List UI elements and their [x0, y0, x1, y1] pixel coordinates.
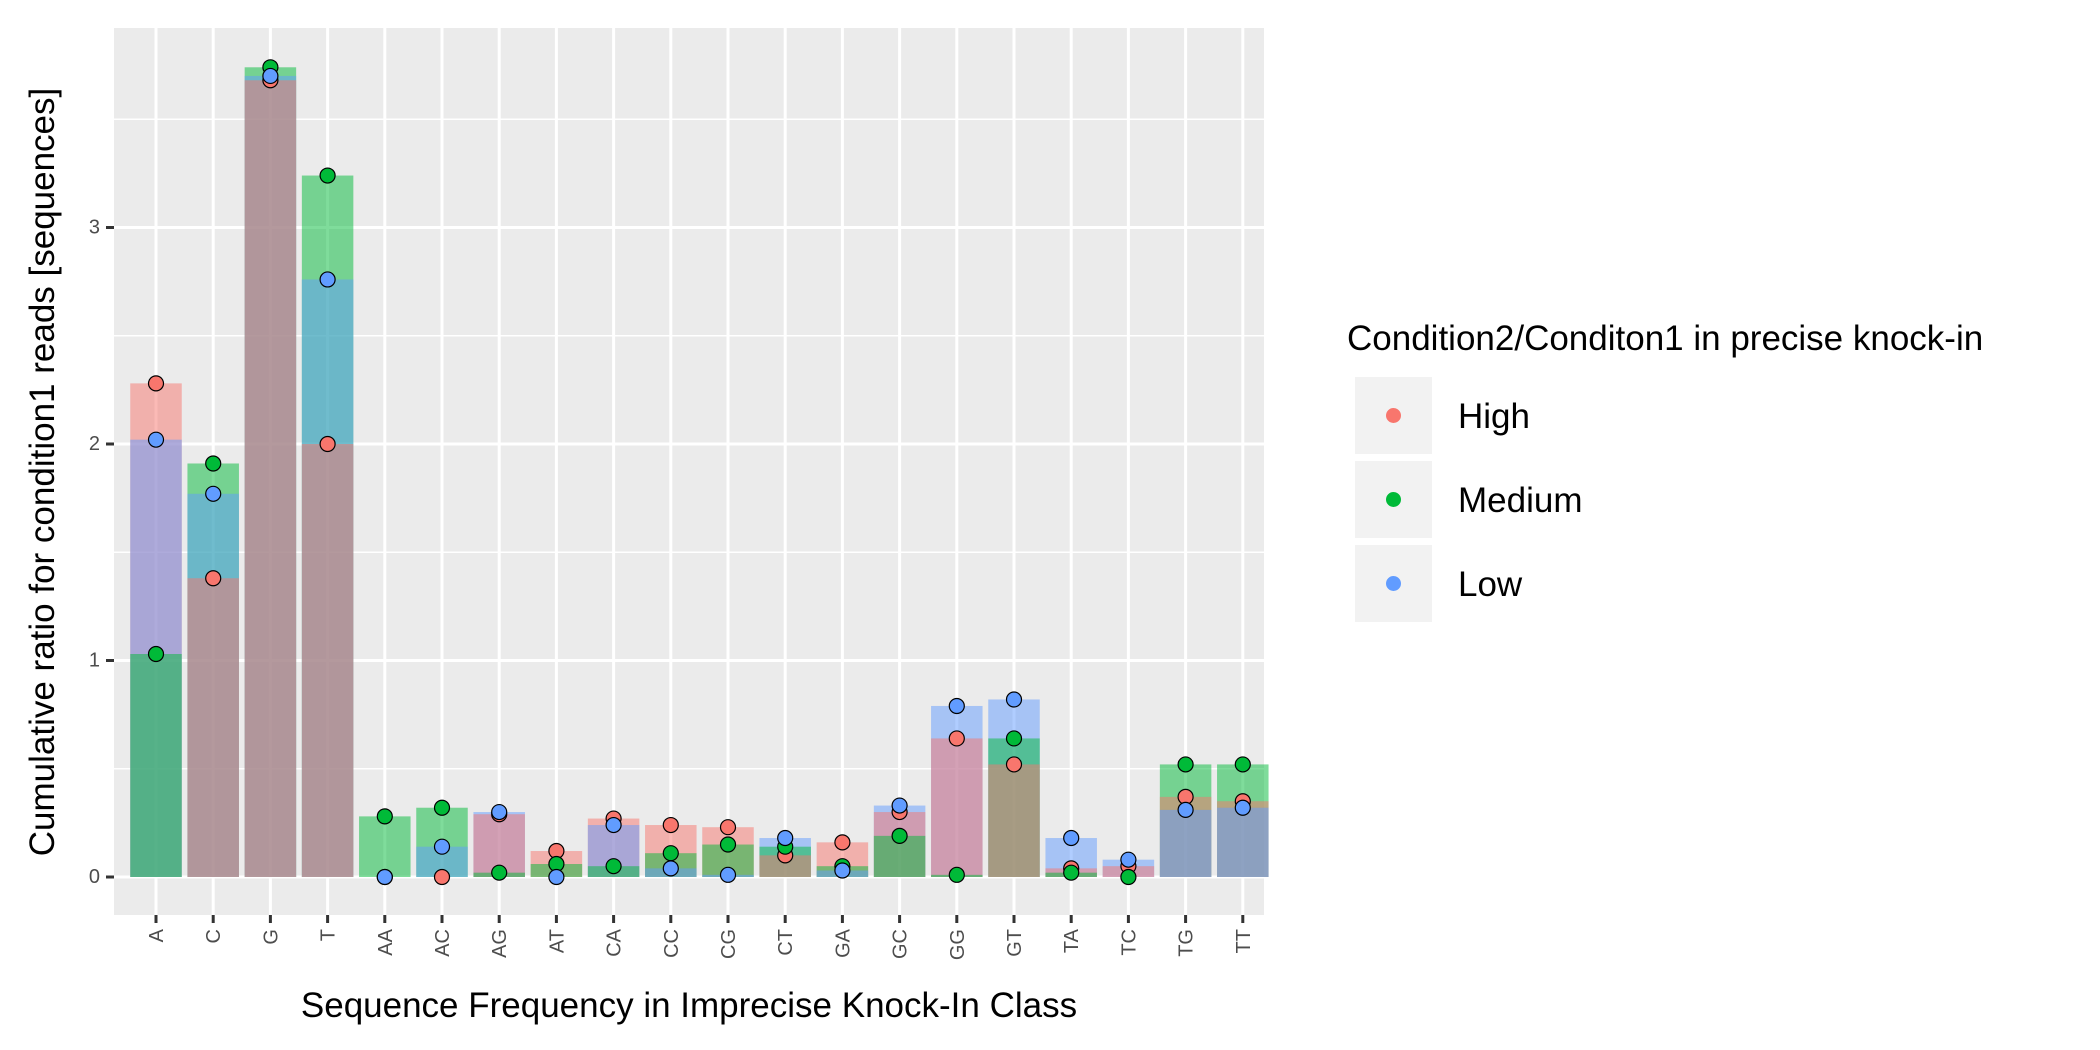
- point-high-cc: [662, 816, 679, 834]
- y-axis-title: Cumulative ratio for condition1 reads [s…: [23, 88, 62, 856]
- point-low-aa: [376, 868, 393, 886]
- x-tick-label: GA: [832, 928, 854, 958]
- point-high-c: [205, 570, 222, 587]
- x-tick-label: AG: [489, 929, 511, 958]
- bar-medium-aa: [359, 816, 411, 877]
- legend: Condition2/Conditon1 in precise knock-in…: [1347, 319, 1983, 622]
- point-low-ac: [433, 838, 451, 855]
- point-low-cg: [719, 866, 737, 883]
- bar-high-gt: [988, 764, 1040, 877]
- point-medium-cc: [662, 845, 679, 862]
- x-tick-label: CG: [718, 929, 740, 959]
- legend-title: Condition2/Conditon1 in precise knock-in: [1347, 319, 1983, 358]
- point-medium-ca: [605, 858, 622, 875]
- x-tick-label: CA: [604, 928, 626, 956]
- x-axis: A C G T AA AC AG AT CA CC CG CT GA GC GG GT TA TC TG TT: [146, 915, 1255, 960]
- point-medium-c: [205, 455, 222, 472]
- x-tick-label: GC: [890, 929, 912, 959]
- x-tick-label: AT: [546, 929, 568, 953]
- point-low-tg: [1177, 801, 1194, 818]
- point-low-ca: [605, 816, 622, 834]
- point-low-tt: [1234, 799, 1251, 816]
- point-high-t: [319, 435, 336, 453]
- point-low-ag: [491, 803, 508, 821]
- point-medium-gc: [891, 827, 908, 844]
- x-tick-label: A: [146, 928, 168, 942]
- point-medium-t: [319, 167, 336, 184]
- point-low-ga: [834, 862, 851, 879]
- point-high-gt: [1005, 756, 1023, 773]
- point-high-gg: [948, 730, 965, 747]
- point-low-c: [205, 485, 222, 502]
- point-low-cc: [662, 860, 679, 877]
- point-low-gg: [948, 697, 965, 715]
- point-high-ac: [433, 868, 451, 886]
- bar-medium-a: [130, 654, 182, 877]
- point-medium-gg: [948, 866, 965, 883]
- point-medium-aa: [376, 808, 393, 825]
- x-axis-title: Sequence Frequency in Imprecise Knock-In…: [301, 986, 1077, 1025]
- point-medium-ta: [1063, 864, 1080, 881]
- x-tick-label: TT: [1233, 929, 1255, 953]
- point-medium-tt: [1234, 756, 1251, 773]
- point-medium-gt: [1005, 730, 1023, 747]
- point-high-a: [147, 375, 165, 392]
- x-tick-label: C: [203, 929, 225, 943]
- x-tick-label: CC: [661, 929, 683, 958]
- x-tick-label: CT: [775, 929, 797, 956]
- point-high-ga: [834, 834, 851, 851]
- x-tick-label: TG: [1176, 929, 1198, 957]
- x-tick-label: GG: [947, 929, 969, 960]
- y-tick-label: 1: [89, 650, 100, 672]
- point-low-g: [262, 67, 279, 85]
- legend-dot-high: [1386, 408, 1401, 423]
- x-tick-label: GT: [1004, 929, 1026, 957]
- bar-low-tg: [1159, 809, 1212, 877]
- legend-label-low: Low: [1458, 565, 1523, 604]
- x-tick-label: G: [260, 929, 282, 945]
- point-medium-ag: [491, 864, 508, 881]
- x-tick-label: AC: [432, 929, 454, 957]
- points: [147, 59, 1251, 886]
- point-low-gt: [1005, 691, 1023, 708]
- legend-dot-low: [1386, 576, 1401, 591]
- bar-high-g: [244, 80, 297, 877]
- point-low-ta: [1063, 829, 1080, 847]
- point-medium-a: [147, 645, 165, 663]
- legend-dot-medium: [1386, 492, 1401, 507]
- y-tick-label: 3: [89, 217, 100, 239]
- point-low-a: [147, 431, 165, 448]
- y-tick-label: 2: [89, 433, 100, 455]
- y-axis: 0 1 2 3: [89, 217, 114, 888]
- x-tick-label: T: [318, 929, 340, 941]
- point-medium-cg: [719, 836, 737, 853]
- point-low-gc: [891, 797, 908, 814]
- point-high-cg: [719, 819, 737, 836]
- x-tick-label: AA: [375, 928, 397, 955]
- point-medium-tc: [1120, 868, 1137, 886]
- point-low-t: [319, 271, 336, 288]
- x-tick-label: TA: [1061, 928, 1083, 953]
- bar-high-ct: [759, 855, 811, 877]
- y-tick-label: 0: [89, 866, 100, 888]
- bar-high-gg: [931, 738, 983, 877]
- point-low-tc: [1120, 851, 1137, 868]
- point-medium-tg: [1177, 756, 1194, 773]
- legend-label-high: High: [1458, 397, 1530, 436]
- point-low-at: [548, 868, 565, 886]
- bar-low-tt: [1217, 807, 1269, 877]
- point-low-ct: [777, 829, 794, 847]
- bar-high-t: [301, 444, 354, 877]
- legend-label-medium: Medium: [1458, 481, 1582, 520]
- bar-high-c: [187, 578, 239, 877]
- x-tick-label: TC: [1118, 929, 1140, 956]
- point-medium-ac: [433, 799, 451, 816]
